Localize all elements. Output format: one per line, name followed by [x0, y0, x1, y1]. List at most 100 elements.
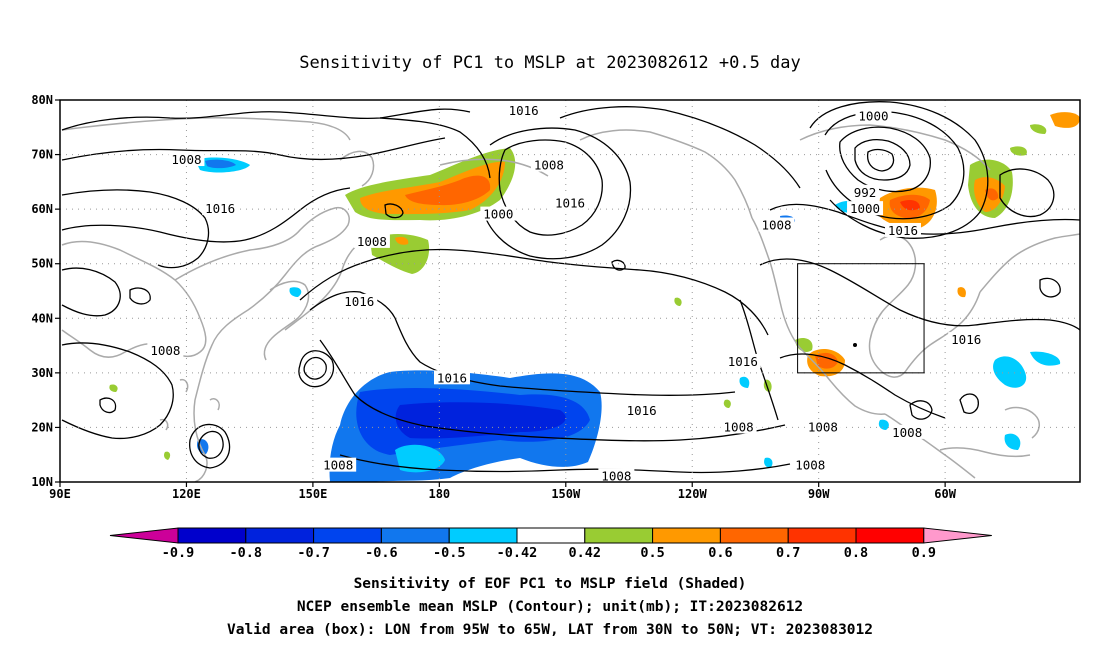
- contour-line: [379, 117, 491, 179]
- contour-label-bg: [480, 206, 517, 221]
- contour-label: 1016: [437, 370, 467, 385]
- coastlines: [61, 117, 1080, 482]
- contour-label: 1000: [858, 108, 888, 123]
- east-asia-coast: [174, 206, 350, 482]
- contour-label: 1008: [150, 343, 180, 358]
- lon-tick-label: 90W: [808, 487, 830, 501]
- contour-label-bg: [353, 233, 390, 248]
- colorbar-label: 0.5: [640, 545, 664, 561]
- contour-line: [1039, 277, 1061, 298]
- colorbar-label: -0.9: [162, 545, 195, 561]
- contour-label: 1000: [850, 201, 880, 216]
- korea-coast: [263, 280, 310, 361]
- negative-sensitivity-region: [195, 157, 1061, 482]
- contour-line: [959, 393, 979, 414]
- colorbar-swatch: [177, 527, 247, 544]
- colorbar-swatch: [380, 527, 450, 544]
- colorbar-label: 0.7: [776, 545, 800, 561]
- contour-label: 1008: [761, 218, 791, 233]
- colorbar-swatch: [516, 527, 586, 544]
- contour-label: 1008: [323, 458, 353, 473]
- contour-line: [759, 258, 1080, 331]
- lat-tick-label: 10N: [31, 475, 53, 489]
- colorbar-label: -0.7: [297, 545, 330, 561]
- colorbar-label: 0.8: [844, 545, 868, 561]
- contour-line: [298, 350, 335, 388]
- contour-line: [559, 106, 801, 189]
- colorbar-max-triangle: [923, 527, 992, 544]
- contour-label-bg: [847, 201, 884, 216]
- contour-label: 1000: [483, 207, 513, 222]
- contour-line: [61, 137, 446, 161]
- contour-label: 1016: [555, 196, 585, 211]
- contour-line: [61, 189, 210, 269]
- north-america-west-coast: [751, 217, 886, 415]
- lon-tick-label: 120W: [678, 487, 708, 501]
- contour-label: 1016: [205, 201, 235, 216]
- contour-label: 1016: [509, 103, 539, 118]
- kamchatka-coast: [339, 150, 375, 187]
- labrador-coast: [979, 233, 1080, 293]
- alaska-coast: [579, 129, 753, 219]
- contour-label: 992: [854, 185, 877, 200]
- contour-label-bg: [948, 332, 985, 347]
- contour-label: 1008: [534, 157, 564, 172]
- contour-label-bg: [598, 468, 635, 482]
- contour-line: [61, 267, 121, 317]
- contour-line: [61, 342, 174, 440]
- contour-label-bg: [202, 201, 239, 216]
- caribbean-coast: [1004, 406, 1040, 439]
- contour-label: 1016: [627, 403, 657, 418]
- contour-label-bg: [341, 293, 378, 308]
- lat-tick-label: 60N: [31, 202, 53, 216]
- lat-tick-label: 70N: [31, 148, 53, 162]
- contour-label-bg: [433, 370, 470, 385]
- contour-line: [339, 454, 791, 474]
- contour-line: [61, 187, 351, 243]
- colorbar-min-triangle: [109, 527, 179, 544]
- contour-label-bg: [505, 102, 542, 117]
- lat-tick-label: 20N: [31, 420, 53, 434]
- lat-tick-label: 40N: [31, 311, 53, 325]
- contour-label-bg: [804, 419, 841, 434]
- arctic-canada-coast: [799, 124, 991, 171]
- contour-label: 1008: [171, 152, 201, 167]
- contour-line: [839, 126, 931, 193]
- colorbar-swatch: [855, 527, 925, 544]
- contour-line: [299, 248, 769, 336]
- contour-label-bg: [851, 184, 880, 199]
- south-america-north-coast: [939, 447, 1031, 458]
- contour-line: [99, 397, 117, 414]
- contour-line: [303, 356, 327, 380]
- central-america-coast: [884, 413, 976, 479]
- colorbar-label: 0.9: [912, 545, 936, 561]
- colorbar-label: -0.5: [433, 545, 466, 561]
- lon-tick-label: 120E: [172, 487, 201, 501]
- contour-line: [866, 148, 895, 172]
- sensitivity-shading: [109, 112, 1080, 482]
- contour-label-bg: [552, 195, 588, 210]
- contour-label-bg: [720, 419, 757, 434]
- contour-line: [909, 400, 933, 420]
- colorbar-swatch: [313, 527, 382, 544]
- contour-label-bg: [884, 222, 921, 237]
- colorbar-label: -0.8: [230, 545, 263, 561]
- contour-label: 1008: [357, 234, 387, 249]
- lon-tick-label: 180: [428, 487, 450, 501]
- caption-line-3: Valid area (box): LON from 95W to 65W, L…: [227, 622, 873, 638]
- colorbar-swatch: [787, 527, 857, 544]
- contour-line: [999, 168, 1055, 218]
- colorbar-swatch: [652, 527, 721, 544]
- lat-tick-label: 50N: [31, 257, 53, 271]
- colorbar-label: 0.42: [569, 545, 602, 561]
- east-coast-na: [868, 234, 981, 378]
- contour-label-bg: [147, 343, 184, 358]
- japan-coast: [284, 245, 357, 331]
- contour-label: 1016: [728, 354, 758, 369]
- contour-label-bg: [320, 457, 357, 472]
- valid-area-box: [797, 263, 925, 374]
